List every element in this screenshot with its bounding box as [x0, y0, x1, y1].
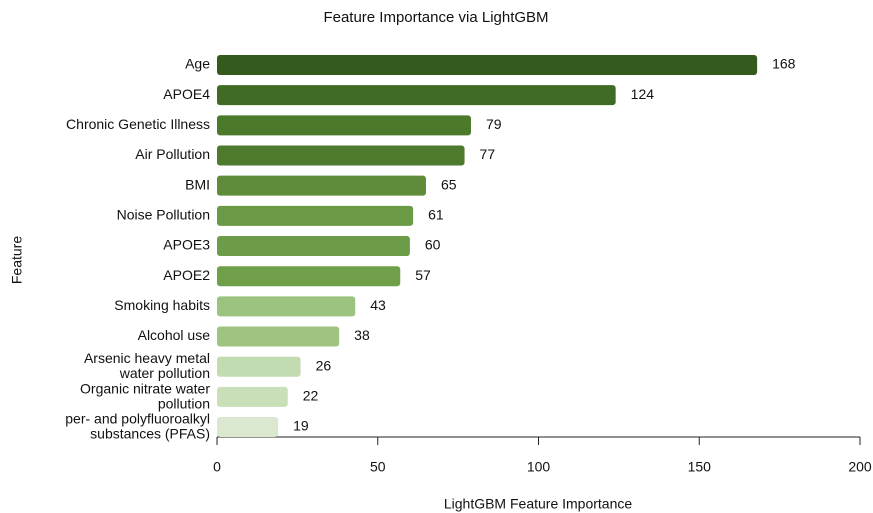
y-tick-label: Chronic Genetic Illness [66, 116, 210, 132]
value-label: 60 [425, 237, 441, 253]
bar [217, 417, 279, 438]
bar [217, 356, 301, 377]
x-tick-label: 0 [213, 459, 221, 475]
value-label: 38 [354, 327, 370, 343]
x-axis-label: LightGBM Feature Importance [444, 496, 633, 512]
value-label: 43 [370, 297, 386, 313]
y-tick-label: Arsenic heavy metal water pollution [84, 350, 210, 381]
value-label: 124 [631, 86, 655, 102]
bar [217, 115, 471, 136]
y-tick-label: Noise Pollution [117, 207, 210, 223]
value-label: 61 [428, 207, 444, 223]
x-tick-label: 100 [527, 459, 551, 475]
y-tick-label: Air Pollution [135, 146, 210, 162]
y-tick-label: per- and polyfluoroalkyl substances (PFAS… [65, 410, 210, 441]
y-tick-label: Alcohol use [138, 327, 211, 343]
value-label: 65 [441, 176, 457, 192]
y-tick-label: APOE3 [163, 237, 210, 253]
bar [217, 236, 410, 257]
value-label: 57 [415, 267, 431, 283]
bar [217, 175, 426, 196]
x-tick-label: 150 [688, 459, 712, 475]
bar [217, 296, 356, 317]
bar [217, 145, 465, 166]
bar [217, 326, 340, 347]
value-label: 22 [303, 388, 319, 404]
x-tick-label: 200 [848, 459, 872, 475]
value-label: 168 [772, 56, 796, 72]
value-label: 77 [480, 146, 496, 162]
y-tick-label: Age [185, 56, 210, 72]
y-axis-label: Feature [9, 236, 25, 284]
y-tick-label: Smoking habits [114, 297, 210, 313]
bar [217, 55, 758, 75]
chart-title: Feature Importance via LightGBM [323, 9, 548, 26]
y-tick-label: BMI [185, 176, 210, 192]
y-tick-label: APOE4 [163, 86, 210, 102]
bar [217, 85, 616, 106]
value-label: 79 [486, 116, 502, 132]
value-label: 26 [316, 357, 332, 373]
bar [217, 266, 401, 287]
bar [217, 386, 288, 407]
x-tick-label: 50 [370, 459, 386, 475]
y-tick-label: APOE2 [163, 267, 210, 283]
y-tick-label: Organic nitrate water pollution [80, 380, 210, 411]
bar [217, 205, 414, 226]
value-label: 19 [293, 418, 309, 434]
